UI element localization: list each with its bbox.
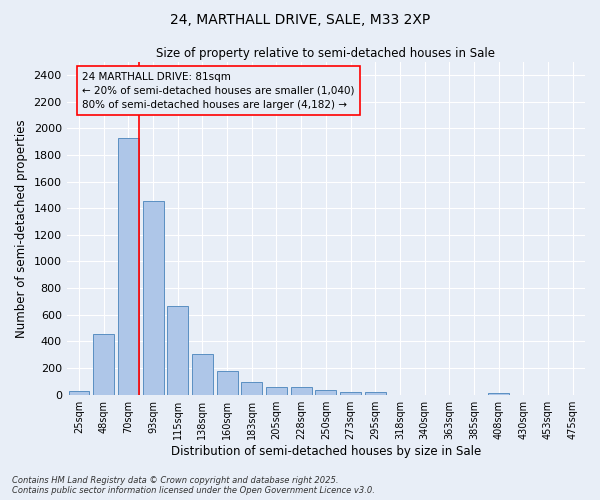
Bar (488, 392, 509, 394)
Bar (217, 372, 238, 394)
Bar (143, 201, 164, 394)
Bar (167, 306, 188, 394)
Text: Contains HM Land Registry data © Crown copyright and database right 2025.
Contai: Contains HM Land Registry data © Crown c… (12, 476, 375, 495)
Text: 24 MARTHALL DRIVE: 81sqm
← 20% of semi-detached houses are smaller (1,040)
80% o: 24 MARTHALL DRIVE: 81sqm ← 20% of semi-d… (82, 72, 355, 110)
Text: 24, MARTHALL DRIVE, SALE, M33 2XP: 24, MARTHALL DRIVE, SALE, M33 2XP (170, 12, 430, 26)
Bar (340, 392, 361, 394)
Y-axis label: Number of semi-detached properties: Number of semi-detached properties (15, 119, 28, 338)
Bar (68, 392, 89, 394)
Bar (266, 386, 287, 394)
Bar (192, 354, 213, 395)
Bar (365, 392, 386, 394)
Bar (118, 138, 139, 394)
Title: Size of property relative to semi-detached houses in Sale: Size of property relative to semi-detach… (157, 48, 496, 60)
Bar (316, 390, 337, 394)
Bar (241, 382, 262, 394)
X-axis label: Distribution of semi-detached houses by size in Sale: Distribution of semi-detached houses by … (171, 444, 481, 458)
Bar (93, 334, 114, 394)
Bar (290, 388, 311, 394)
